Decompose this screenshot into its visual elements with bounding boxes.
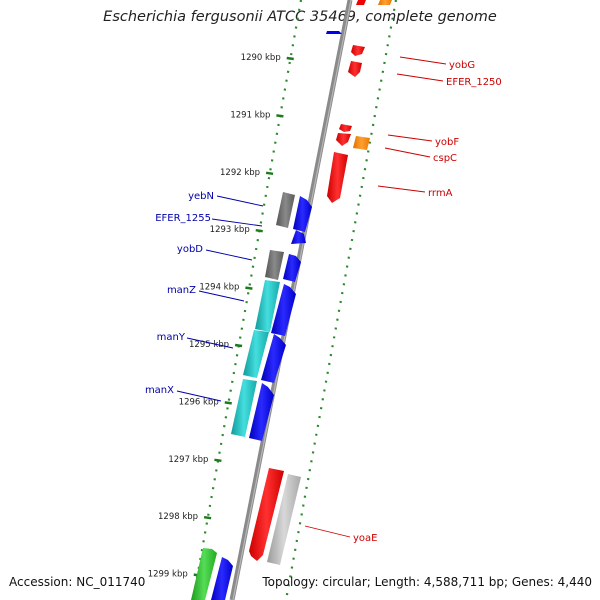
tick-mark [224,401,232,405]
right-dotted-track [284,0,398,600]
label-yebN: yebN [188,191,214,202]
tick-label: 1294 kbp [199,283,239,293]
gene-yobD-gray [265,250,284,280]
gene-manY-cyan [243,330,269,378]
gene-features [191,0,392,600]
accession-label: Accession: NC_011740 [9,575,146,589]
gene-yoaE [267,474,301,565]
gene-manY [261,334,286,383]
label-rrmA: rrmA [428,188,453,199]
tick-label: 1290 kbp [241,53,281,63]
tick-mark [286,56,294,61]
gene-bottom-green [191,548,217,600]
gene-yobD [283,254,301,282]
tick-label: 1297 kbp [168,455,208,465]
kbp-ruler: 1290 kbp 1291 kbp 1292 kbp 1293 kbp 1294 kbp… [148,53,294,580]
gene-yebN [276,192,295,228]
label-yobG: yobG [449,60,475,71]
gene-yoaE-red [249,468,284,561]
label-manZ: manZ [167,285,196,296]
gene-manZ [271,284,296,336]
tick-mark [203,515,212,520]
tick-mark [245,286,253,290]
tick-label: 1291 kbp [230,110,270,120]
tick-label: 1295 kbp [189,340,229,350]
gene-yobF [339,124,352,132]
label-EFER-1250: EFER_1250 [446,77,502,88]
gene-labels-right: yobG EFER_1250 yobF cspC rrmA yoaE [353,60,502,544]
gene-yobG [351,45,365,56]
tick-mark [234,343,243,348]
tick-mark [265,171,274,176]
tick-mark [276,114,284,118]
gene-EFER-1255 [291,230,306,244]
gene-cspC [353,136,370,150]
label-manY: manY [157,332,186,343]
label-yobF: yobF [435,137,459,148]
gene-labels-left: yebN EFER_1255 yobD manZ manY manX [145,191,214,396]
gene-EFER-1250 [348,61,362,77]
label-cspC: cspC [433,153,457,164]
label-connectors [176,56,447,538]
gene-manZ-cyan [255,280,280,332]
label-yoaE: yoaE [353,533,377,544]
tick-mark [255,228,263,233]
label-EFER-1255: EFER_1255 [155,213,211,224]
gene-top-orange [378,0,392,5]
gene-top-blue [326,31,342,34]
gene-manX [249,383,274,441]
genome-info-label: Topology: circular; Length: 4,588,711 bp… [262,575,592,589]
gene-yobF-b [336,133,351,146]
gene-rrmA [327,152,348,203]
gene-top-red [356,0,366,5]
tick-label: 1299 kbp [148,570,188,580]
gene-bottom-blue [211,557,233,600]
label-manX: manX [145,385,174,396]
tick-label: 1292 kbp [220,168,260,178]
tick-label: 1293 kbp [210,225,250,235]
tick-label: 1298 kbp [158,512,198,522]
gene-manX-cyan [231,379,257,437]
tick-label: 1296 kbp [179,397,219,407]
gene-yebN-fwd [293,196,312,232]
tick-mark [214,458,222,463]
label-yobD: yobD [177,244,203,255]
map-title: Escherichia fergusonii ATCC 35469, compl… [103,9,497,25]
